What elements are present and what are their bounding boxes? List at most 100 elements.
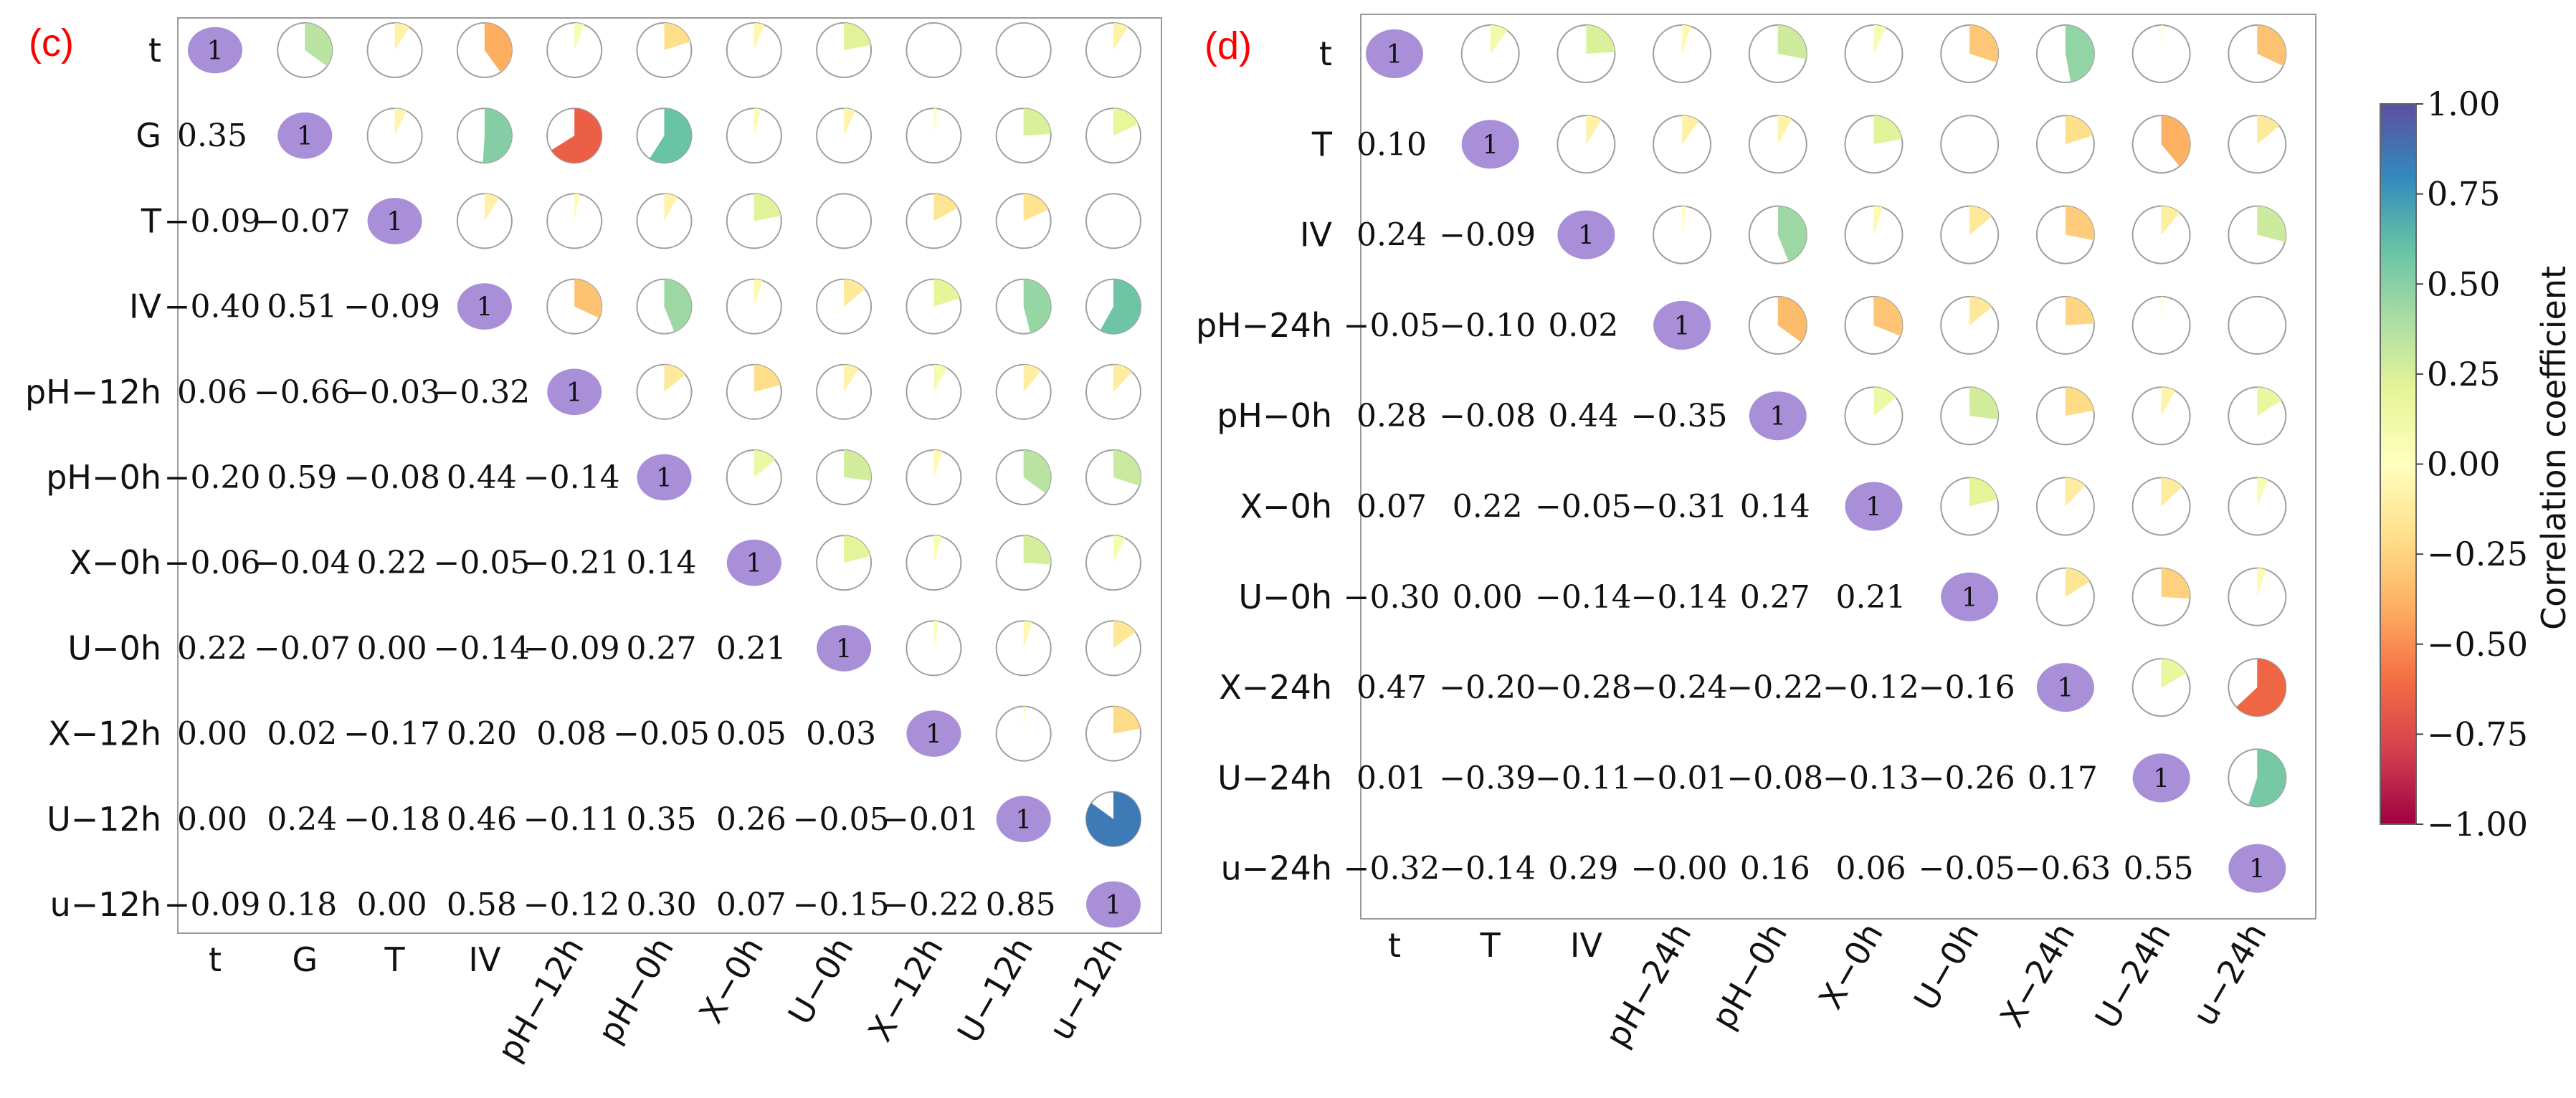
row-label-x-0h: X−0h bbox=[1240, 487, 1332, 526]
coefficient-label: 0.16 bbox=[1740, 851, 1810, 887]
correlation-pie bbox=[2228, 567, 2287, 626]
diagonal-label: 1 bbox=[297, 122, 313, 151]
colorbar-tick-label: 0.25 bbox=[2427, 355, 2500, 393]
coefficient-label: −0.17 bbox=[343, 716, 440, 753]
coefficient-label: 0.08 bbox=[536, 716, 607, 753]
col-label-g: G bbox=[292, 940, 318, 979]
correlation-pie bbox=[726, 278, 782, 335]
coefficient-label: 0.17 bbox=[2028, 760, 2098, 796]
coefficient-label: 0.27 bbox=[627, 630, 697, 667]
correlation-pie bbox=[546, 278, 603, 335]
correlation-pie bbox=[1085, 535, 1141, 591]
col-label-u-24h: u−24h bbox=[2185, 917, 2273, 1033]
col-label-x-0h: X−0h bbox=[1811, 917, 1891, 1016]
correlation-pie bbox=[636, 108, 693, 164]
diagonal-label: 1 bbox=[1962, 583, 1978, 613]
correlation-pie bbox=[906, 449, 962, 505]
coefficient-label: −0.04 bbox=[254, 545, 351, 581]
coefficient-label: 0.07 bbox=[716, 887, 786, 923]
colorbar-tick-label: −0.25 bbox=[2427, 535, 2528, 573]
panel-c: (c) 10.35 1−0.09−0.07 1−0.40 0.51 −0.09 10.06… bbox=[25, 17, 1162, 1068]
correlation-pie bbox=[1085, 620, 1141, 677]
coefficient-label: 0.06 bbox=[1836, 851, 1906, 887]
diagonal-label: 1 bbox=[476, 293, 493, 323]
panel-d-frame bbox=[1360, 14, 2316, 920]
correlation-pie bbox=[995, 449, 1052, 505]
coefficient-label: −0.28 bbox=[1535, 669, 1632, 706]
col-label-iv: IV bbox=[468, 940, 501, 979]
coefficient-label: 0.00 bbox=[177, 716, 247, 753]
coefficient-label: 0.10 bbox=[1356, 126, 1427, 163]
diagonal-marker bbox=[996, 796, 1051, 843]
correlation-pie bbox=[2035, 205, 2095, 264]
row-label-u-0h: U−0h bbox=[67, 629, 161, 667]
correlation-pie bbox=[906, 108, 962, 164]
coefficient-label: −0.09 bbox=[343, 289, 440, 325]
row-label-x-0h: X−0h bbox=[70, 543, 161, 582]
correlation-pie bbox=[2131, 295, 2191, 355]
correlation-pie bbox=[1085, 363, 1141, 420]
correlation-pie bbox=[1844, 24, 1904, 83]
diagonal-marker bbox=[2036, 663, 2094, 712]
diagonal-label: 1 bbox=[1578, 221, 1594, 251]
col-label-x-24h: X−24h bbox=[1992, 917, 2083, 1034]
correlation-pie bbox=[995, 620, 1052, 677]
coefficient-label: 0.05 bbox=[716, 716, 786, 753]
correlation-pie bbox=[2035, 115, 2095, 174]
col-label-u-12h: u−12h bbox=[1041, 931, 1130, 1047]
coefficient-label: 0.59 bbox=[267, 459, 337, 496]
correlation-pie bbox=[906, 363, 962, 420]
correlation-pie bbox=[1085, 108, 1141, 164]
coefficient-label: −0.18 bbox=[343, 801, 440, 838]
diagonal-marker bbox=[1653, 300, 1711, 350]
correlation-pie bbox=[636, 193, 693, 249]
correlation-pie bbox=[1748, 115, 1807, 174]
diagonal-marker bbox=[817, 625, 872, 672]
diagonal-marker bbox=[457, 283, 512, 330]
correlation-pie bbox=[1748, 205, 1807, 264]
coefficient-label: −0.35 bbox=[1631, 398, 1728, 434]
coefficient-label: −0.21 bbox=[523, 545, 620, 581]
row-label-x-24h: X−24h bbox=[1219, 668, 1332, 707]
row-label-u-12h: U−12h bbox=[47, 800, 161, 839]
correlation-pie bbox=[1085, 278, 1141, 335]
coefficient-label: 0.46 bbox=[447, 801, 517, 838]
correlation-pie bbox=[816, 108, 873, 164]
coefficient-label: −0.32 bbox=[433, 374, 530, 411]
coefficient-label: −0.14 bbox=[433, 630, 530, 667]
panel-c-frame bbox=[177, 17, 1162, 934]
colorbar-tick-label: −0.50 bbox=[2427, 625, 2528, 664]
coefficient-label: −0.00 bbox=[1631, 851, 1728, 887]
coefficient-label: −0.05 bbox=[1344, 307, 1440, 344]
correlation-pie bbox=[995, 535, 1052, 591]
coefficient-label: −0.11 bbox=[523, 801, 620, 838]
correlation-pie bbox=[2228, 295, 2287, 355]
correlation-pie bbox=[1085, 705, 1141, 762]
coefficient-label: −0.16 bbox=[1919, 669, 2015, 706]
coefficient-label: −0.09 bbox=[1439, 217, 1536, 254]
row-label-t: t bbox=[1319, 34, 1332, 73]
col-label-ph-0h: pH−0h bbox=[590, 931, 681, 1050]
coefficient-label: −0.13 bbox=[1822, 760, 1919, 796]
correlation-pie bbox=[726, 22, 782, 78]
coefficient-label: −0.05 bbox=[613, 716, 710, 753]
coefficient-label: −0.10 bbox=[1439, 307, 1536, 344]
coefficient-label: −0.07 bbox=[254, 203, 351, 239]
coefficient-label: 0.55 bbox=[2124, 851, 2194, 887]
diagonal-marker bbox=[1941, 572, 1999, 621]
coefficient-label: 0.35 bbox=[177, 118, 247, 154]
correlation-pie bbox=[906, 535, 962, 591]
correlation-pie bbox=[995, 193, 1052, 249]
correlation-pie bbox=[2228, 748, 2287, 808]
diagonal-marker bbox=[726, 539, 781, 586]
correlation-pie bbox=[1460, 24, 1520, 83]
correlation-pie bbox=[456, 22, 513, 78]
colorbar-tick-label: 1.00 bbox=[2427, 85, 2500, 123]
coefficient-label: 0.03 bbox=[806, 716, 876, 753]
correlation-pie bbox=[1940, 295, 2000, 355]
coefficient-label: 0.44 bbox=[447, 459, 517, 496]
coefficient-label: 0.22 bbox=[177, 630, 247, 667]
diagonal-marker bbox=[1461, 120, 1519, 169]
coefficient-label: 0.02 bbox=[267, 716, 337, 753]
